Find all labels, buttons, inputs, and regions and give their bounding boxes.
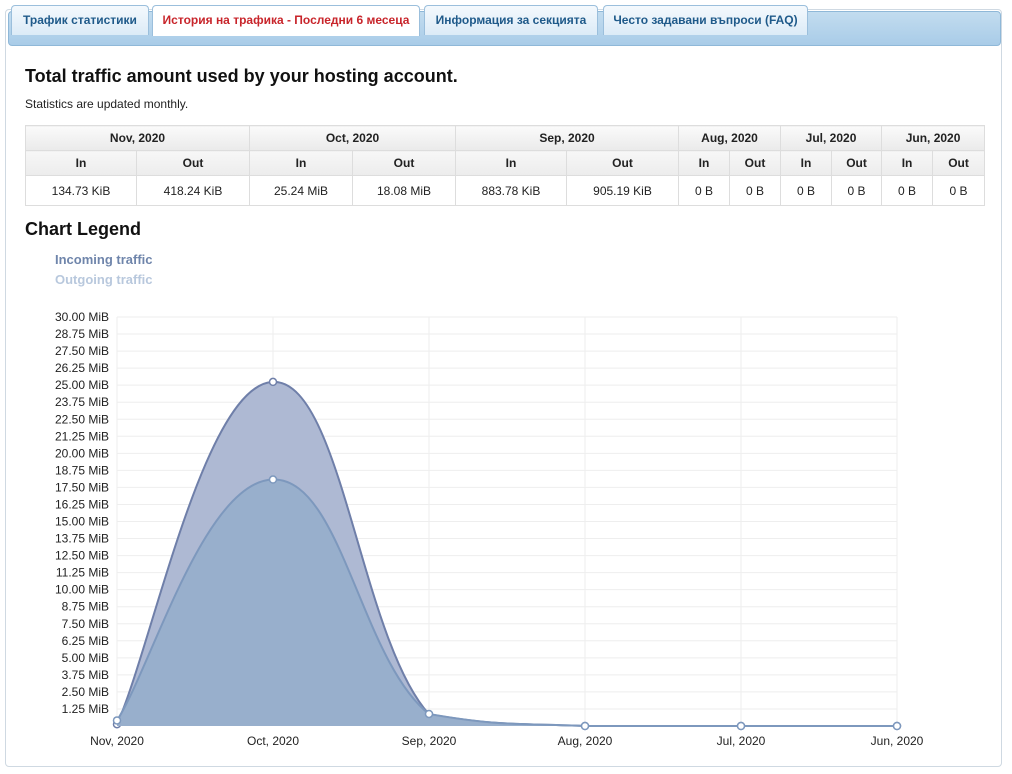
tab-traffic-history[interactable]: История на трафика - Последни 6 месеца [152,5,420,36]
in-value: 0 B [780,175,833,206]
table-row: 134.73 KiB 418.24 KiB 25.24 MiB 18.08 Mi… [25,175,986,206]
outgoing-point [424,709,434,719]
out-value: 0 B [932,175,986,206]
y-tick-label: 11.25 MiB [56,566,109,580]
y-tick-label: 7.50 MiB [62,617,109,631]
traffic-area-chart: 1.25 MiB 2.50 MiB 3.75 MiB 5.00 MiB 6.25 MiB… [55,310,924,748]
out-header: Out [566,150,679,176]
traffic-table: Nov, 2020 Oct, 2020 Sep, 2020 Aug, 2020 … [25,125,986,206]
y-tick-label: 26.25 MiB [55,361,109,375]
page-title: Total traffic amount used by your hostin… [25,66,458,86]
y-tick-label: 10.00 MiB [55,583,109,597]
out-value: 418.24 KiB [136,175,250,206]
x-tick-label: Oct, 2020 [247,734,299,748]
y-tick-label: 13.75 MiB [55,532,109,546]
month-header: Nov, 2020 [25,125,250,151]
y-tick-label: 12.50 MiB [55,549,109,563]
outgoing-point [580,721,590,731]
in-header: In [678,150,730,176]
outgoing-area [117,479,897,726]
y-tick-label: 22.50 MiB [55,412,109,426]
y-tick-label: 18.75 MiB [55,463,109,477]
y-tick-label: 28.75 MiB [55,327,109,341]
in-value: 0 B [881,175,934,206]
y-tick-label: 20.00 MiB [55,446,109,460]
out-value: 18.08 MiB [352,175,456,206]
x-tick-label: Aug, 2020 [558,734,613,748]
in-value: 134.73 KiB [25,175,137,206]
y-tick-label: 16.25 MiB [55,497,109,511]
y-tick-label: 6.25 MiB [62,634,109,648]
x-tick-label: Jun, 2020 [871,734,924,748]
outgoing-point [736,721,746,731]
month-header: Jul, 2020 [780,125,883,151]
in-header: In [249,150,353,176]
out-header: Out [136,150,250,176]
tab-faq[interactable]: Често задавани въпроси (FAQ) [603,5,808,35]
legend-incoming: Incoming traffic [55,252,153,267]
in-value: 25.24 MiB [249,175,353,206]
out-value: 905.19 KiB [566,175,679,206]
page-subtitle: Statistics are updated monthly. [25,97,189,111]
y-tick-label: 2.50 MiB [62,685,109,699]
y-tick-label: 17.50 MiB [55,480,109,494]
out-header: Out [932,150,986,176]
tab-section-info[interactable]: Информация за секцията [424,5,598,35]
in-header: In [455,150,567,176]
y-tick-label: 25.00 MiB [55,378,109,392]
outgoing-point [268,475,278,484]
outgoing-point [892,721,902,731]
month-header: Sep, 2020 [455,125,679,151]
legend-outgoing: Outgoing traffic [55,272,153,287]
tab-traffic-statistics[interactable]: Трафик статистики [11,5,149,35]
in-header: In [780,150,833,176]
month-header: Aug, 2020 [677,125,782,151]
out-value: 0 B [728,175,782,206]
in-header: In [25,150,137,176]
chart-legend-title: Chart Legend [25,219,142,239]
out-header: Out [728,150,782,176]
x-tick-label: Sep, 2020 [402,734,457,748]
y-tick-label: 23.75 MiB [55,395,109,409]
in-value: 0 B [678,175,730,206]
y-tick-label: 3.75 MiB [62,668,109,682]
month-header: Jun, 2020 [881,125,986,151]
y-tick-label: 21.25 MiB [55,429,109,443]
x-tick-label: Jul, 2020 [717,734,766,748]
y-tick-label: 1.25 MiB [62,702,109,716]
y-tick-label: 8.75 MiB [62,600,109,614]
out-header: Out [831,150,883,176]
y-tick-label: 27.50 MiB [55,344,109,358]
out-value: 0 B [831,175,883,206]
x-tick-label: Nov, 2020 [90,734,144,748]
month-header: Oct, 2020 [249,125,456,151]
incoming-point [268,377,278,387]
out-header: Out [352,150,456,176]
y-tick-label: 30.00 MiB [55,310,109,324]
in-header: In [881,150,934,176]
outgoing-point [112,716,122,725]
y-tick-label: 15.00 MiB [55,515,109,529]
y-tick-label: 5.00 MiB [62,651,109,665]
in-value: 883.78 KiB [455,175,567,206]
